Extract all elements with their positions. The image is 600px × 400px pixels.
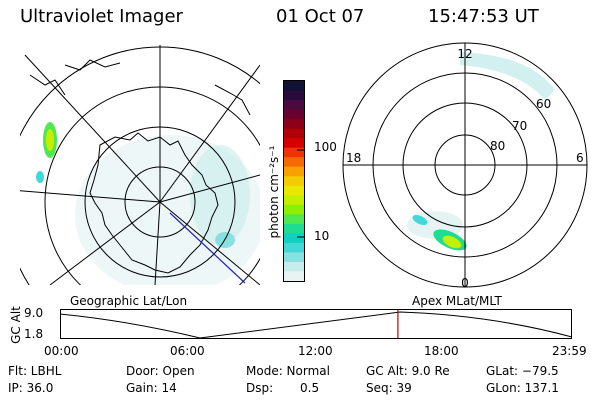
colorbar-tick-10: 10: [314, 229, 330, 243]
status-dsp-value: 0.5: [300, 381, 320, 395]
mlt-label-12: 12: [457, 47, 472, 61]
aurora-blob: [442, 235, 462, 249]
altitude-xtick-1800: 18:00: [424, 344, 459, 358]
colorbar-segment: [284, 223, 304, 234]
colorbar: [283, 80, 305, 282]
geographic-caption: Geographic Lat/Lon: [70, 294, 188, 308]
altitude-xtick-0000: 00:00: [44, 344, 79, 358]
date-label: 01 Oct 07: [276, 6, 365, 27]
mlt-label-6: 6: [576, 151, 584, 165]
colorbar-segment: [284, 100, 304, 111]
altitude-plot: [60, 309, 572, 339]
mlat-label-70: 70: [512, 119, 527, 133]
colorbar-segment: [284, 109, 304, 120]
mlat-label-80: 80: [490, 139, 505, 153]
colorbar-segment: [284, 147, 304, 158]
status-ip: IP: 36.0: [8, 381, 54, 395]
colorbar-segment: [284, 185, 304, 196]
colorbar-segment: [284, 128, 304, 139]
aurora-spot: [46, 129, 54, 151]
status-filter: Flt: LBHL: [8, 364, 62, 378]
colorbar-tick-100: 100: [314, 140, 337, 154]
status-door: Door: Open: [126, 364, 195, 378]
status-dsp: Dsp:: [246, 381, 274, 395]
colorbar-segment: [284, 214, 304, 225]
colorbar-segment: [284, 157, 304, 168]
status-seq: Seq: 39: [366, 381, 412, 395]
altitude-xtick-0600: 06:00: [170, 344, 205, 358]
colorbar-segment: [284, 233, 304, 244]
coastline: [89, 132, 219, 274]
altitude-curve: [60, 311, 572, 339]
colorbar-segment: [284, 90, 304, 101]
altitude-ytick-9: 9.0: [24, 306, 44, 320]
colorbar-segment: [284, 242, 304, 253]
altitude-xtick-1200: 12:00: [298, 344, 333, 358]
colorbar-segment: [284, 138, 304, 149]
colorbar-segment: [284, 176, 304, 187]
coastline: [214, 84, 251, 116]
colorbar-segment: [284, 271, 304, 282]
colorbar-unit-label: photon cm⁻²s⁻¹: [267, 145, 281, 239]
altitude-xtick-2359: 23:59: [552, 344, 587, 358]
altitude-ylabel: GC Alt: [9, 306, 23, 344]
emission-haze: [190, 145, 250, 245]
colorbar-segment: [284, 166, 304, 177]
magnetic-caption: Apex MLat/MLT: [412, 294, 502, 308]
colorbar-segment: [284, 204, 304, 215]
mlat-label-60: 60: [536, 97, 551, 111]
geographic-map: [20, 45, 260, 285]
colorbar-segment: [284, 261, 304, 272]
coastline: [29, 74, 66, 96]
mlt-label-0: 0: [461, 276, 469, 290]
colorbar-segment: [284, 81, 304, 92]
status-gain: Gain: 14: [126, 381, 177, 395]
emission-haze: [460, 52, 555, 100]
aurora-blob: [412, 215, 428, 225]
status-glat: GLat: −79.5: [486, 364, 559, 378]
magnetic-map: 12 18 6 0 60 70 80: [342, 42, 588, 290]
status-glon: GLon: 137.1: [486, 381, 559, 395]
mlt-label-18: 18: [346, 151, 361, 165]
status-gc-alt: GC Alt: 9.0 Re: [366, 364, 450, 378]
colorbar-segment: [284, 119, 304, 130]
satellite-track: [169, 212, 246, 284]
altitude-ytick-1.8: 1.8: [24, 327, 44, 341]
colorbar-segment: [284, 252, 304, 263]
instrument-title: Ultraviolet Imager: [20, 6, 183, 27]
status-mode: Mode: Normal: [246, 364, 330, 378]
aurora-spot: [36, 171, 44, 183]
colorbar-segment: [284, 195, 304, 206]
coastline: [64, 59, 121, 71]
time-label: 15:47:53 UT: [428, 6, 539, 27]
